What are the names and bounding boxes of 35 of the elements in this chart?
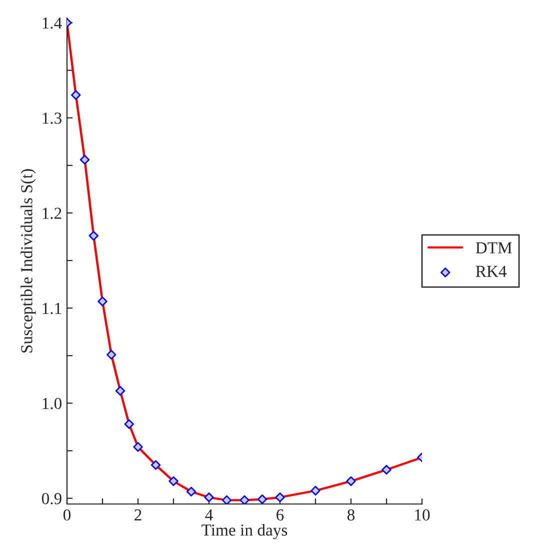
y-tick-label: 1.4 bbox=[42, 18, 62, 29]
point bbox=[222, 495, 232, 504]
point bbox=[275, 492, 285, 502]
point bbox=[168, 476, 178, 486]
x-tick-label: 10 bbox=[415, 509, 430, 521]
point bbox=[240, 495, 250, 504]
point bbox=[133, 442, 143, 452]
point bbox=[204, 492, 214, 502]
x-tick-label: 2 bbox=[134, 509, 142, 520]
point bbox=[150, 460, 161, 470]
x-tick-label: 6 bbox=[276, 509, 284, 521]
point bbox=[71, 90, 81, 100]
y-tick-label: 1.3 bbox=[42, 112, 62, 124]
y-tick-label: 1.2 bbox=[42, 208, 62, 219]
x-axis-title: Time in days bbox=[202, 524, 288, 540]
point bbox=[257, 494, 268, 504]
point bbox=[382, 464, 392, 475]
point bbox=[98, 296, 108, 306]
point bbox=[310, 486, 320, 496]
y-tick-label: 0.9 bbox=[42, 492, 62, 504]
x-tick-label: 4 bbox=[205, 509, 213, 520]
legend-label: RK4 bbox=[476, 266, 507, 277]
point bbox=[124, 419, 134, 429]
y-axis-title: Susceptible Individuals S(t) bbox=[20, 169, 36, 352]
point bbox=[186, 486, 196, 496]
legend-label: DTM bbox=[476, 242, 512, 254]
x-tick-label: 8 bbox=[347, 509, 355, 521]
point bbox=[106, 350, 116, 360]
y-tick-label: 1.1 bbox=[42, 302, 62, 314]
point bbox=[88, 230, 98, 241]
point bbox=[115, 386, 126, 396]
y-tick-label: 1.0 bbox=[42, 398, 62, 410]
x-tick-label: 0 bbox=[63, 509, 71, 521]
point bbox=[346, 476, 356, 486]
point bbox=[80, 154, 90, 165]
